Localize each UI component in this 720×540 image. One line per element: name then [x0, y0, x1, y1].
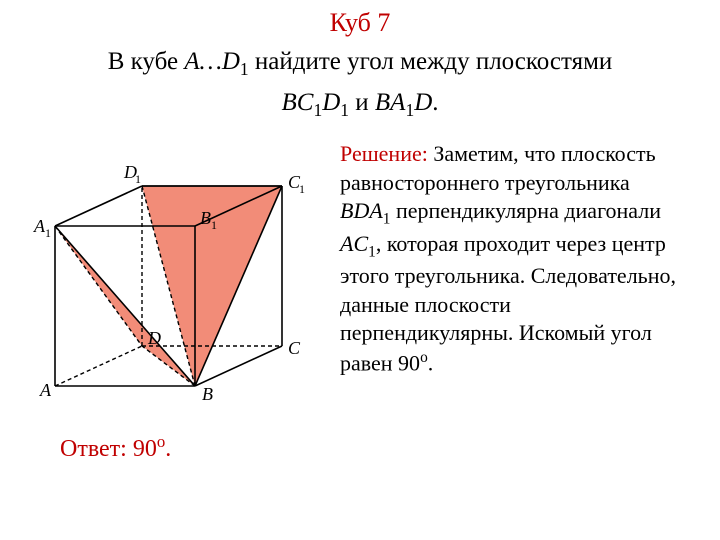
- plane2s1: 1: [405, 100, 414, 120]
- svg-text:1: 1: [299, 182, 305, 196]
- problem-suffix: найдите угол между плоскостями: [249, 48, 613, 75]
- plane1s1: 1: [313, 100, 322, 120]
- plane2a: BA: [375, 89, 406, 116]
- solution-diag: AC: [340, 231, 368, 256]
- title: Куб 7: [0, 0, 720, 38]
- svg-text:D: D: [147, 328, 161, 348]
- solution-deg: о: [420, 349, 428, 366]
- solution-tri: BDA: [340, 198, 383, 223]
- answer-tail: .: [165, 436, 171, 462]
- cube-diagram: ABCDA1B1C1D1: [20, 134, 320, 414]
- svg-text:B: B: [200, 208, 211, 228]
- plane2b: D: [414, 89, 432, 116]
- problem-cube-sub: 1: [240, 59, 249, 79]
- svg-text:A: A: [39, 380, 52, 400]
- plane1a: BC: [281, 89, 313, 116]
- content-row: ABCDA1B1C1D1 Решение: Заметим, что плоск…: [0, 134, 720, 414]
- solution-label: Решение:: [340, 141, 428, 166]
- solution-p3: , которая проходит через центр этого тре…: [340, 231, 676, 376]
- plane1s2: 1: [340, 100, 349, 120]
- answer-label: Ответ: 90: [60, 436, 157, 462]
- problem-and: и: [349, 89, 375, 116]
- svg-text:1: 1: [135, 172, 141, 186]
- svg-text:1: 1: [45, 226, 51, 240]
- problem-cube: A…D: [184, 48, 240, 75]
- plane1b: D: [322, 89, 340, 116]
- solution-p2: перпендикулярна диагонали: [390, 198, 661, 223]
- answer-deg: о: [157, 432, 165, 451]
- answer: Ответ: 90о.: [60, 432, 720, 463]
- title-text: Куб 7: [330, 8, 391, 37]
- solution-text: Решение: Заметим, что плоскость равносто…: [340, 134, 720, 414]
- problem-prefix: В кубе: [108, 48, 185, 75]
- solution-p4: .: [428, 350, 434, 375]
- svg-text:1: 1: [211, 218, 217, 232]
- problem-statement: В кубе A…D1 найдите угол между плоскостя…: [0, 42, 720, 124]
- svg-text:B: B: [202, 384, 213, 404]
- solution-diag-sub: 1: [368, 243, 376, 260]
- problem-period: .: [432, 89, 438, 116]
- figure-container: ABCDA1B1C1D1: [0, 134, 340, 414]
- svg-text:C: C: [288, 338, 301, 358]
